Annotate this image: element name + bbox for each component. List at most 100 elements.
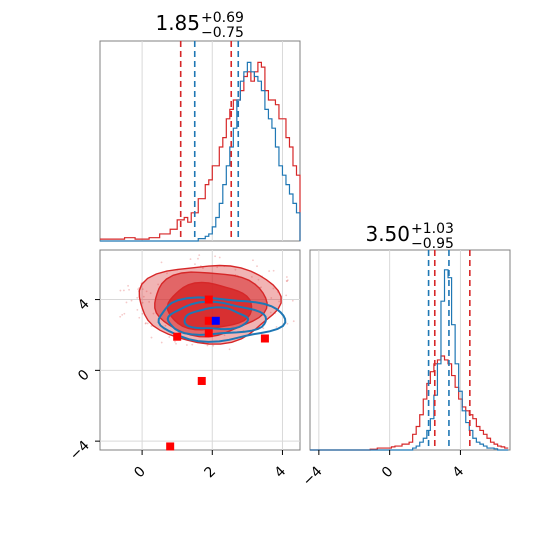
sample-point (292, 320, 295, 323)
sample-point (214, 255, 216, 258)
hist-x-title: 1.85 (155, 11, 200, 35)
hist-x-title-minus: −0.75 (201, 25, 244, 41)
sample-point (119, 315, 122, 318)
sample-point (272, 269, 275, 272)
sample-point (174, 340, 176, 343)
sample-point (185, 344, 188, 346)
sample-point (212, 344, 215, 347)
sample-point (166, 272, 168, 275)
hist-y-x-ticks: −4 0 4 (300, 450, 468, 489)
sample-point (136, 308, 139, 311)
scatter-xy-frame (99, 249, 301, 451)
hist-y-title-value: 3.50 (365, 222, 410, 246)
sample-point (141, 288, 144, 291)
hist-x-title-plus: +0.69 (201, 10, 244, 26)
y-tick-label: 4 (75, 296, 93, 314)
sample-point (125, 301, 128, 304)
y-tick-label: −4 (67, 438, 93, 464)
hist-x-grid (141, 41, 283, 241)
sample-point (144, 322, 147, 325)
sample-point (137, 288, 139, 291)
hist-x-quantiles (179, 41, 240, 241)
hist-y-panel: −4 0 4 3.50 +1.03 −0.95 (300, 221, 511, 489)
scatter-xy-red-contours (138, 264, 282, 345)
sample-point (285, 294, 288, 297)
sample-point (160, 341, 163, 344)
sample-point (149, 292, 152, 295)
sample-point (138, 316, 141, 319)
sample-point (191, 343, 194, 346)
hist-series-red (100, 61, 301, 241)
hist-y-title-minus: −0.95 (411, 236, 454, 252)
sample-point (275, 326, 278, 328)
sample-point (150, 336, 153, 339)
sample-point (136, 296, 139, 299)
sample-point (234, 268, 237, 271)
hist-x-title-value: 1.85 (155, 11, 200, 35)
sample-point (128, 288, 130, 291)
sample-point (145, 290, 148, 293)
sample-point (152, 312, 155, 315)
sample-point (121, 313, 124, 316)
red-marker (197, 376, 206, 385)
blue-contour (183, 306, 250, 331)
sample-point (175, 342, 177, 345)
hist-series-blue (100, 61, 301, 242)
sample-point (269, 311, 272, 314)
sample-point (189, 258, 192, 261)
x-tick-label: 0 (131, 464, 149, 482)
sample-point (216, 266, 219, 269)
sample-point (148, 301, 151, 303)
hist-y-series (310, 269, 509, 451)
sample-point (197, 257, 199, 260)
sample-point (252, 259, 254, 262)
sample-point (141, 301, 144, 304)
sample-point (270, 297, 273, 299)
scatter-xy-panel: 0 2 4 −4 0 4 (67, 249, 301, 482)
red-marker (204, 295, 213, 304)
sample-point (262, 327, 265, 330)
hist-x-frame (99, 40, 301, 242)
hist-y-title-plus: +1.03 (411, 221, 454, 237)
red-marker (166, 442, 175, 451)
x-tick-label: 0 (379, 464, 397, 482)
sample-point (160, 261, 163, 264)
hist-y-quantiles (427, 250, 471, 450)
sample-point (268, 270, 271, 272)
sample-point (223, 334, 226, 337)
hist-series-red (310, 355, 509, 451)
blue-contour (166, 300, 268, 336)
sample-point (141, 312, 144, 315)
sample-point (119, 289, 122, 292)
x-tick-label: 4 (272, 463, 290, 481)
red-marker (204, 329, 213, 338)
sample-point (218, 256, 221, 259)
sample-point (168, 336, 171, 338)
hist-series-blue (310, 269, 509, 451)
scatter-xy-markers (166, 295, 269, 451)
sample-point (130, 299, 133, 302)
hist-x-panel: 1.85 +0.69 −0.75 (99, 10, 301, 242)
sample-point (198, 254, 201, 257)
sample-point (272, 287, 275, 290)
sample-point (228, 348, 231, 351)
sample-point (206, 344, 209, 347)
x-tick-label: 4 (450, 463, 468, 481)
hist-y-frame (309, 249, 511, 451)
sample-point (150, 325, 153, 327)
sample-point (145, 322, 147, 324)
sample-point (127, 284, 129, 287)
x-tick-label: −4 (300, 463, 326, 489)
sample-point (123, 312, 126, 315)
scatter-xy-y-ticks: −4 0 4 (67, 296, 100, 464)
sample-point (285, 276, 288, 278)
hist-y-grid (318, 250, 461, 450)
y-tick-label: 0 (75, 367, 93, 385)
sample-point (146, 322, 149, 325)
sample-point (256, 265, 258, 268)
blue-marker (211, 316, 220, 325)
sample-point (286, 279, 289, 282)
x-tick-label: 2 (201, 464, 219, 482)
sample-point (250, 275, 253, 278)
